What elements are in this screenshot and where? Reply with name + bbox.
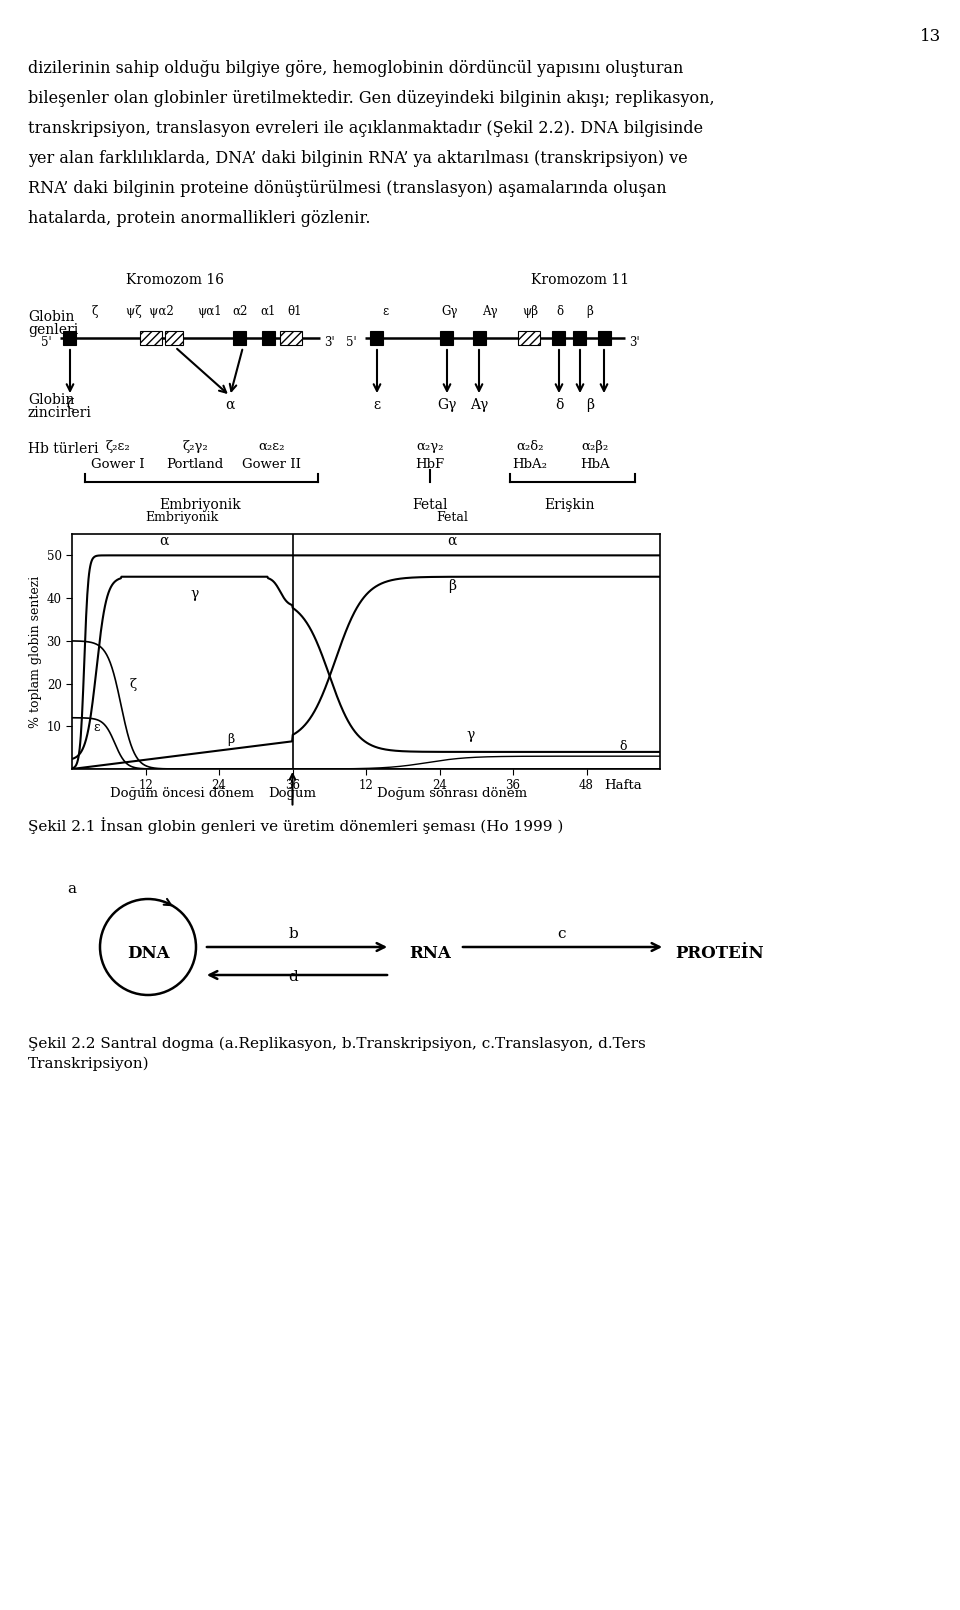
Text: transkripsiyon, translasyon evreleri ile açıklanmaktadır (Şekil 2.2). DNA bilgis: transkripsiyon, translasyon evreleri ile… — [28, 121, 703, 137]
Text: Globin: Globin — [28, 311, 74, 324]
Text: genleri: genleri — [28, 324, 79, 336]
Text: d: d — [288, 969, 298, 984]
Text: Portland: Portland — [166, 457, 224, 472]
Text: DNA: DNA — [127, 945, 169, 961]
Text: RNA’ daki bilginin proteine dönüştürülmesi (translasyon) aşamalarında oluşan: RNA’ daki bilginin proteine dönüştürülme… — [28, 180, 666, 196]
Text: α₂β₂: α₂β₂ — [582, 440, 609, 452]
Text: Şekil 2.1 İnsan globin genleri ve üretim dönemleri şeması (Ho 1999 ): Şekil 2.1 İnsan globin genleri ve üretim… — [28, 816, 564, 834]
Text: α₂δ₂: α₂δ₂ — [516, 440, 543, 452]
Text: ψζ  ψα2: ψζ ψα2 — [126, 304, 174, 319]
Text: Doğum: Doğum — [269, 787, 317, 800]
Text: α₂γ₂: α₂γ₂ — [417, 440, 444, 452]
Text: zincirleri: zincirleri — [28, 406, 92, 420]
Text: Fetal: Fetal — [436, 512, 468, 525]
Bar — [280, 332, 302, 345]
Text: Gγ: Gγ — [438, 398, 457, 412]
Text: Şekil 2.2 Santral dogma (a.Replikasyon, b.Transkripsiyon, c.Translasyon, d.Ters: Şekil 2.2 Santral dogma (a.Replikasyon, … — [28, 1037, 646, 1051]
Text: HbA: HbA — [580, 457, 610, 472]
Text: ε: ε — [373, 398, 380, 412]
Text: a: a — [67, 882, 77, 897]
Text: ε: ε — [382, 304, 388, 319]
Bar — [165, 332, 183, 345]
Text: ζ: ζ — [92, 304, 98, 319]
Bar — [552, 332, 565, 345]
Text: β: β — [587, 304, 593, 319]
Text: Hafta: Hafta — [605, 779, 642, 792]
Text: ζ: ζ — [66, 398, 74, 412]
Text: bileşenler olan globinler üretilmektedir. Gen düzeyindeki bilginin akışı; replik: bileşenler olan globinler üretilmektedir… — [28, 90, 714, 106]
Text: hatalarda, protein anormallikleri gözlenir.: hatalarda, protein anormallikleri gözlen… — [28, 209, 371, 227]
Text: γ: γ — [190, 588, 199, 601]
Text: θ1: θ1 — [288, 304, 302, 319]
Text: c: c — [558, 927, 566, 940]
Text: PROTEİN: PROTEİN — [676, 945, 764, 961]
Bar — [370, 332, 383, 345]
Text: ζ₂ε₂: ζ₂ε₂ — [106, 440, 131, 452]
Bar — [63, 332, 76, 345]
Text: HbA₂: HbA₂ — [513, 457, 547, 472]
Text: 5': 5' — [347, 335, 357, 348]
Text: γ: γ — [466, 728, 474, 742]
Bar — [233, 332, 246, 345]
Text: α₂ε₂: α₂ε₂ — [259, 440, 285, 452]
Text: δ: δ — [619, 739, 627, 753]
Text: Gγ: Gγ — [442, 304, 458, 319]
Text: dizilerinin sahip olduğu bilgiye göre, hemoglobinin dördüncül yapısını oluşturan: dizilerinin sahip olduğu bilgiye göre, h… — [28, 60, 684, 77]
Bar — [440, 332, 453, 345]
Text: β: β — [228, 734, 235, 747]
Text: Erişkin: Erişkin — [544, 497, 595, 512]
Text: δ: δ — [555, 398, 564, 412]
Text: Doğum sonrası dönem: Doğum sonrası dönem — [376, 787, 527, 800]
Bar — [140, 332, 162, 345]
Y-axis label: % toplam globin sentezi: % toplam globin sentezi — [30, 575, 42, 728]
Bar — [473, 332, 486, 345]
Bar — [573, 332, 586, 345]
Text: Gower II: Gower II — [243, 457, 301, 472]
Text: α: α — [159, 533, 169, 547]
Text: ψβ: ψβ — [522, 304, 538, 319]
Text: yer alan farklılıklarda, DNA’ daki bilginin RNA’ ya aktarılması (transkripsiyon): yer alan farklılıklarda, DNA’ daki bilgi… — [28, 150, 687, 167]
Text: ζ: ζ — [130, 678, 137, 691]
Text: Transkripsiyon): Transkripsiyon) — [28, 1058, 150, 1071]
Text: Aγ: Aγ — [469, 398, 488, 412]
Bar — [598, 332, 611, 345]
Bar — [518, 332, 540, 345]
Text: α2: α2 — [232, 304, 248, 319]
Text: 3': 3' — [324, 335, 335, 348]
Text: α: α — [447, 533, 456, 547]
Text: β: β — [586, 398, 594, 412]
Text: Hb türleri: Hb türleri — [28, 443, 99, 456]
Text: Kromozom 11: Kromozom 11 — [531, 274, 629, 287]
Text: ε: ε — [93, 721, 100, 734]
Bar — [262, 332, 275, 345]
Text: Fetal: Fetal — [412, 497, 447, 512]
Text: 13: 13 — [920, 27, 941, 45]
Text: ψα1: ψα1 — [198, 304, 223, 319]
Text: Doğum öncesi dönem: Doğum öncesi dönem — [110, 787, 254, 800]
Text: Kromozom 16: Kromozom 16 — [126, 274, 224, 287]
Text: Globin: Globin — [28, 393, 74, 407]
Text: α: α — [226, 398, 234, 412]
Text: α1: α1 — [260, 304, 276, 319]
Text: 3': 3' — [629, 335, 639, 348]
Text: Embriyonik: Embriyonik — [159, 497, 241, 512]
Text: Aγ: Aγ — [482, 304, 497, 319]
Text: b: b — [288, 927, 298, 940]
Text: β: β — [447, 578, 456, 592]
Text: HbF: HbF — [416, 457, 444, 472]
Text: ζ₂γ₂: ζ₂γ₂ — [182, 440, 208, 452]
Text: δ: δ — [557, 304, 564, 319]
Text: 5': 5' — [41, 335, 52, 348]
Text: Gower I: Gower I — [91, 457, 145, 472]
Text: RNA: RNA — [409, 945, 451, 961]
Text: Embriyonik: Embriyonik — [146, 512, 219, 525]
